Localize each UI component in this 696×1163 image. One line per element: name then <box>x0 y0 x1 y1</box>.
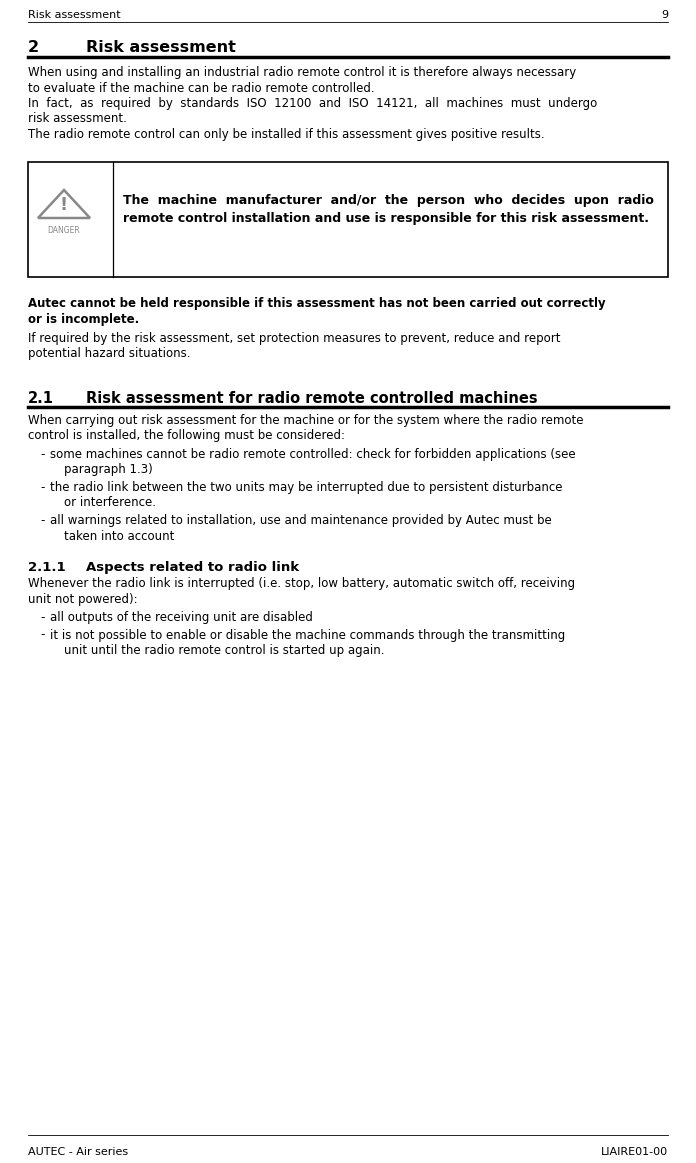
Text: some machines cannot be radio remote controlled: check for forbidden application: some machines cannot be radio remote con… <box>50 448 576 461</box>
Text: Risk assessment for radio remote controlled machines: Risk assessment for radio remote control… <box>86 391 537 406</box>
Text: it is not possible to enable or disable the machine commands through the transmi: it is not possible to enable or disable … <box>50 628 565 642</box>
Text: !: ! <box>60 197 68 214</box>
Text: When carrying out risk assessment for the machine or for the system where the ra: When carrying out risk assessment for th… <box>28 414 583 427</box>
Text: Risk assessment: Risk assessment <box>28 10 120 20</box>
Text: If required by the risk assessment, set protection measures to prevent, reduce a: If required by the risk assessment, set … <box>28 331 560 345</box>
Text: 2: 2 <box>28 40 39 55</box>
Bar <box>28 162 668 277</box>
Text: to evaluate if the machine can be radio remote controlled.: to evaluate if the machine can be radio … <box>28 81 374 94</box>
Text: all warnings related to installation, use and maintenance provided by Autec must: all warnings related to installation, us… <box>50 514 552 527</box>
Text: unit not powered):: unit not powered): <box>28 592 138 606</box>
Text: Risk assessment: Risk assessment <box>86 40 236 55</box>
Text: or is incomplete.: or is incomplete. <box>28 313 139 326</box>
Text: -: - <box>40 611 45 625</box>
Text: Aspects related to radio link: Aspects related to radio link <box>86 561 299 575</box>
Text: -: - <box>40 628 45 642</box>
Text: Whenever the radio link is interrupted (i.e. stop, low battery, automatic switch: Whenever the radio link is interrupted (… <box>28 577 575 590</box>
Text: potential hazard situations.: potential hazard situations. <box>28 348 191 361</box>
Text: unit until the radio remote control is started up again.: unit until the radio remote control is s… <box>64 644 384 657</box>
Text: 2.1: 2.1 <box>28 391 54 406</box>
Text: -: - <box>40 448 45 461</box>
Text: the radio link between the two units may be interrupted due to persistent distur: the radio link between the two units may… <box>50 481 562 494</box>
Text: In  fact,  as  required  by  standards  ISO  12100  and  ISO  14121,  all  machi: In fact, as required by standards ISO 12… <box>28 97 597 110</box>
Text: 9: 9 <box>661 10 668 20</box>
Text: 2.1.1: 2.1.1 <box>28 561 65 575</box>
Text: -: - <box>40 514 45 527</box>
Text: all outputs of the receiving unit are disabled: all outputs of the receiving unit are di… <box>50 611 313 625</box>
Text: The radio remote control can only be installed if this assessment gives positive: The radio remote control can only be ins… <box>28 128 545 141</box>
Text: paragraph 1.3): paragraph 1.3) <box>64 464 152 477</box>
Text: -: - <box>40 481 45 494</box>
Text: taken into account: taken into account <box>64 529 175 542</box>
Text: control is installed, the following must be considered:: control is installed, the following must… <box>28 429 345 442</box>
Text: LIAIRE01-00: LIAIRE01-00 <box>601 1147 668 1157</box>
Text: Autec cannot be held responsible if this assessment has not been carried out cor: Autec cannot be held responsible if this… <box>28 297 606 311</box>
Text: remote control installation and use is responsible for this risk assessment.: remote control installation and use is r… <box>123 212 649 224</box>
Text: AUTEC - Air series: AUTEC - Air series <box>28 1147 128 1157</box>
Text: risk assessment.: risk assessment. <box>28 113 127 126</box>
Text: DANGER: DANGER <box>47 226 80 235</box>
Text: When using and installing an industrial radio remote control it is therefore alw: When using and installing an industrial … <box>28 66 576 79</box>
Text: or interference.: or interference. <box>64 497 156 509</box>
Text: The  machine  manufacturer  and/or  the  person  who  decides  upon  radio: The machine manufacturer and/or the pers… <box>123 194 654 207</box>
